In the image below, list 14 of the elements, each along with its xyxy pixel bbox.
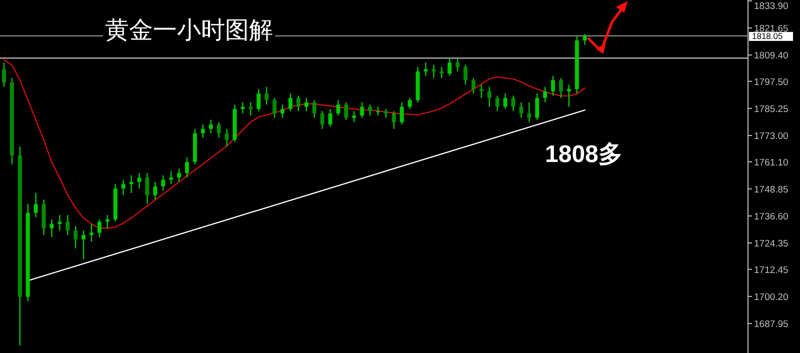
annotation: 1808多 <box>545 141 622 168</box>
y-tick-label: 1773.00 <box>754 131 788 142</box>
y-tick-label: 1761.10 <box>754 157 788 168</box>
y-tick-label: 1724.35 <box>754 238 788 250</box>
y-tick-label: 1736.60 <box>754 211 788 222</box>
y-tick-label: 1809.40 <box>754 50 788 62</box>
y-tick-label: 1687.95 <box>754 319 788 330</box>
y-tick-label: 1833.90 <box>754 1 788 12</box>
y-tick-label: 1785.25 <box>754 104 788 115</box>
y-tick-label: 1712.45 <box>754 264 788 276</box>
title: 黄金一小时图解 <box>105 16 273 44</box>
y-tick-label: 1797.50 <box>754 76 788 88</box>
y-tick-label: 1748.85 <box>754 184 788 196</box>
y-tick-label: 1700.20 <box>754 292 788 303</box>
